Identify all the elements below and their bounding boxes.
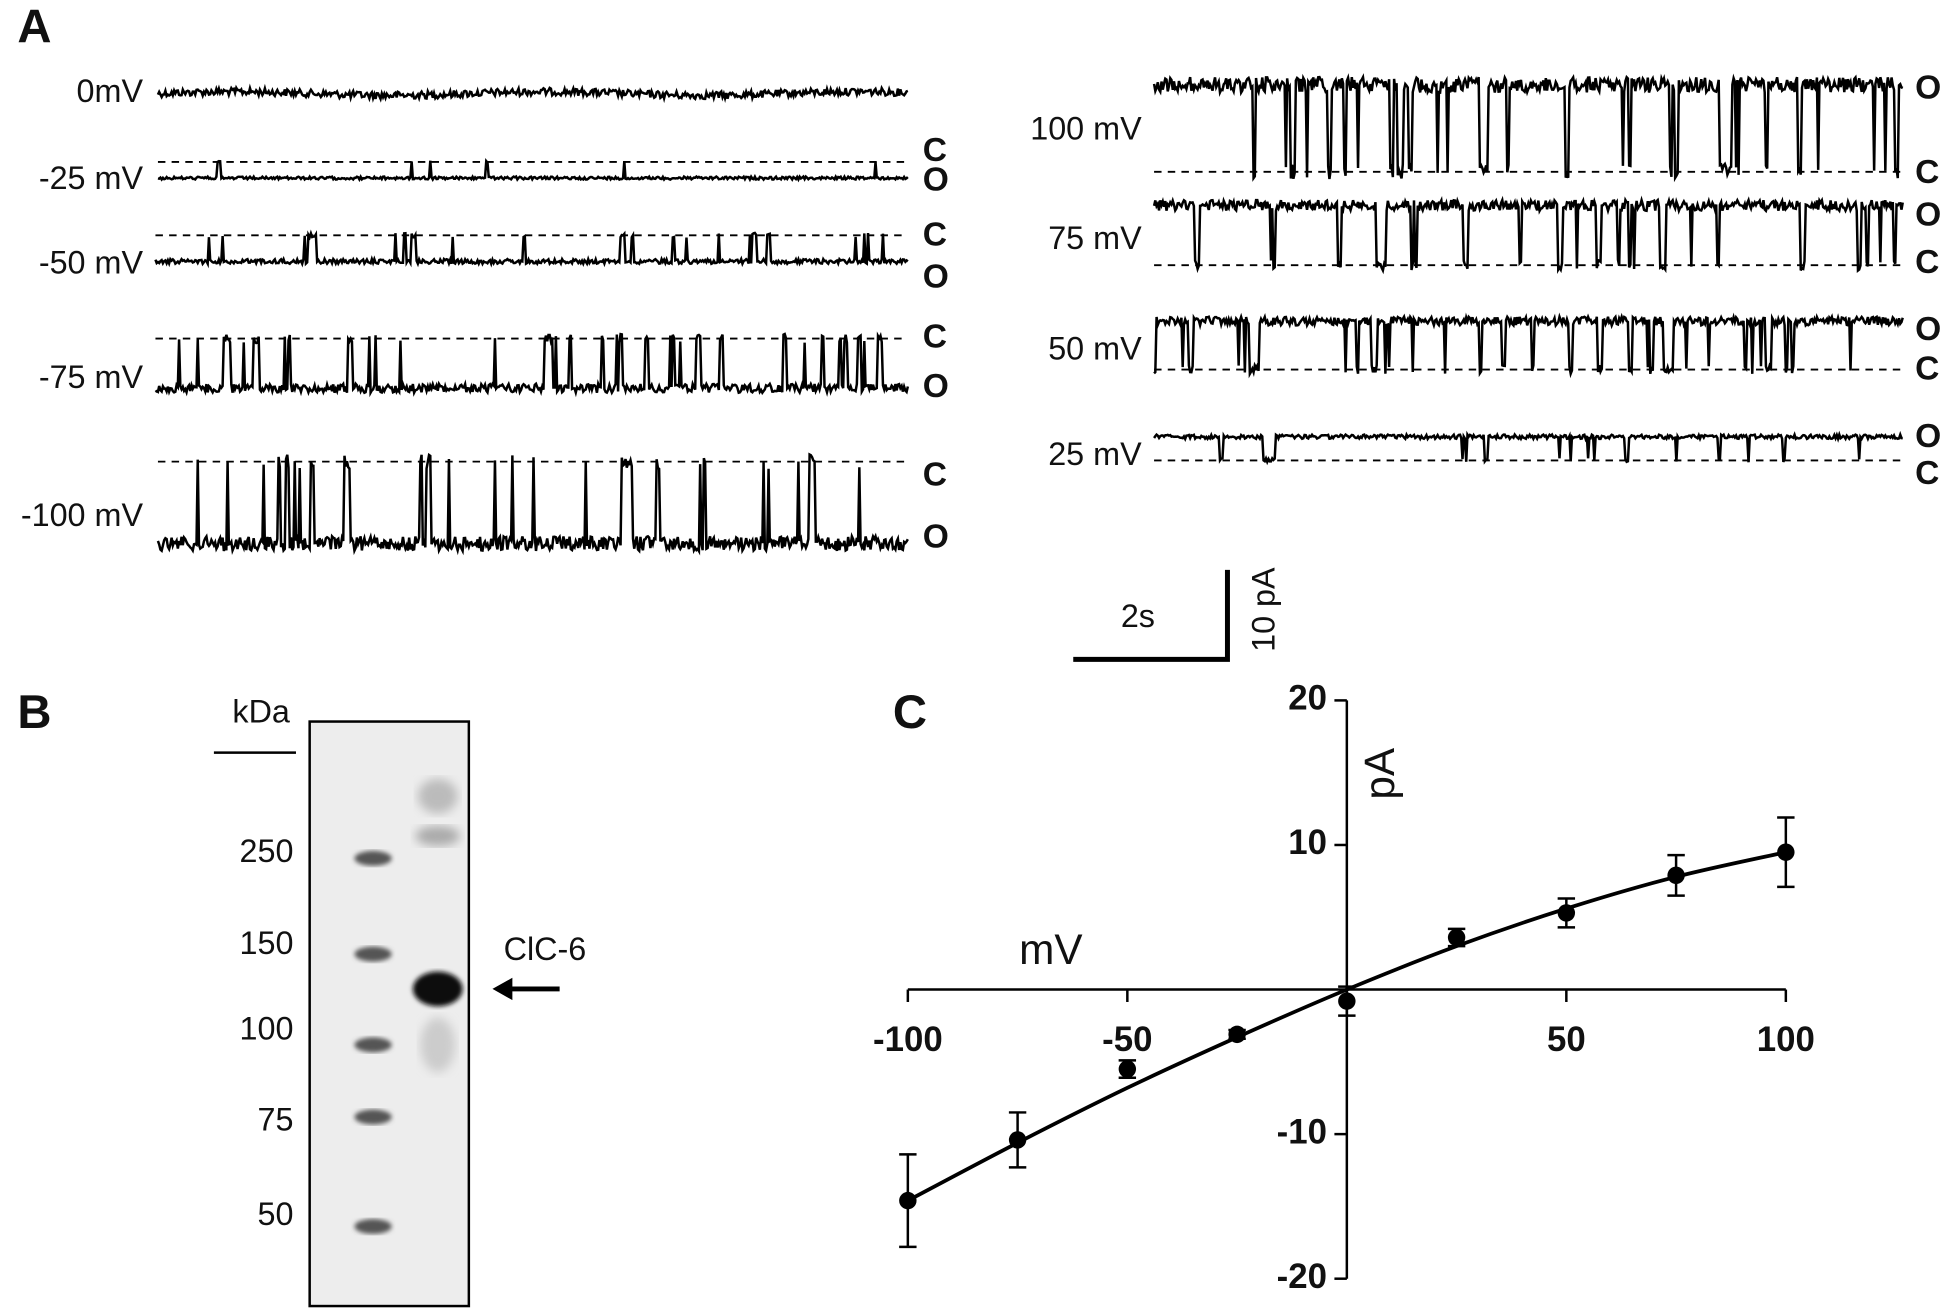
- voltage-label: -25 mV: [39, 160, 144, 196]
- state-label: C: [1915, 244, 1939, 281]
- current-trace: [1152, 195, 1904, 275]
- ladder-band: [354, 850, 392, 866]
- arrow-head: [492, 977, 513, 1001]
- blot-unit: kDa: [232, 694, 290, 730]
- state-label: O: [1915, 311, 1941, 348]
- y-tick-label: -10: [1277, 1112, 1327, 1151]
- voltage-label: 100 mV: [1030, 110, 1142, 146]
- x-axis-label: mV: [1019, 926, 1082, 973]
- scale-bar: 2s 10 pA: [1073, 567, 1282, 662]
- marker-label: 75: [258, 1102, 294, 1138]
- voltage-label: 0mV: [77, 73, 144, 109]
- smear: [417, 778, 458, 814]
- data-point: [1228, 1025, 1246, 1044]
- marker-label: 150: [240, 925, 294, 961]
- data-point: [1447, 928, 1466, 947]
- chart: -100 -50 50 100 -20 -10 10 20 mV pA: [873, 679, 1815, 1296]
- panel-letter: A: [17, 1, 51, 54]
- y-tick-label: 20: [1288, 679, 1327, 718]
- panel-letter: C: [893, 686, 927, 739]
- smear: [415, 826, 461, 846]
- state-label: C: [1915, 455, 1939, 492]
- panel-letter: B: [17, 686, 51, 739]
- x-tick-label: -50: [1102, 1020, 1152, 1059]
- data-point: [1667, 866, 1685, 885]
- marker-label: 250: [240, 833, 294, 869]
- blot: kDa ClC-6 250 150 100 75 50: [213, 694, 587, 1308]
- current-trace: [154, 229, 909, 269]
- voltage-label: 50 mV: [1048, 330, 1142, 366]
- state-label: C: [923, 132, 947, 169]
- scale-time: 2s: [1121, 598, 1155, 634]
- current-trace: [154, 331, 910, 398]
- state-label: C: [923, 456, 947, 493]
- current-trace: [156, 83, 909, 104]
- x-tick-label: 100: [1757, 1020, 1815, 1059]
- scale-current: 10 pA: [1246, 567, 1282, 652]
- ladder-band: [354, 1109, 392, 1125]
- state-label: O: [1915, 70, 1941, 107]
- current-trace: [1153, 430, 1903, 466]
- data-point: [1118, 1060, 1137, 1078]
- x-tick-label: -100: [873, 1020, 943, 1059]
- ladder-band: [354, 946, 392, 962]
- state-label: C: [923, 318, 947, 355]
- data-point: [1008, 1131, 1027, 1149]
- voltage-label: -100 mV: [21, 497, 144, 533]
- marker-label: 50: [258, 1196, 294, 1232]
- y-axis-label: pA: [1356, 747, 1403, 800]
- state-label: O: [1915, 197, 1941, 234]
- current-trace: [156, 452, 909, 556]
- voltage-label: 25 mV: [1048, 436, 1142, 472]
- state-label: O: [923, 519, 949, 556]
- y-tick-label: -20: [1277, 1257, 1327, 1296]
- state-label: O: [1915, 418, 1941, 455]
- y-tick-label: 10: [1288, 823, 1327, 862]
- data-point: [899, 1191, 917, 1210]
- ladder-band: [354, 1218, 392, 1234]
- state-label: C: [1915, 351, 1939, 388]
- state-label: O: [923, 368, 949, 405]
- band-label: ClC-6: [504, 931, 587, 967]
- x-tick-label: 50: [1547, 1020, 1586, 1059]
- smear: [420, 1017, 456, 1073]
- state-label: C: [923, 216, 947, 253]
- current-trace: [157, 158, 909, 183]
- state-label: C: [1915, 154, 1939, 191]
- data-point: [1557, 904, 1576, 922]
- scale-bar-line: [1073, 569, 1230, 662]
- state-label: O: [923, 259, 949, 296]
- current-trace: [1153, 312, 1904, 379]
- marker-label: 100: [240, 1011, 294, 1047]
- blot-membrane: [308, 720, 471, 1308]
- ladder-band: [354, 1037, 392, 1053]
- voltage-label: -75 mV: [39, 359, 144, 395]
- current-trace: [1152, 73, 1904, 183]
- voltage-label: 75 mV: [1048, 220, 1142, 256]
- data-point: [1777, 843, 1795, 861]
- band: [412, 971, 463, 1007]
- voltage-label: -50 mV: [39, 245, 144, 281]
- state-label: O: [923, 162, 949, 199]
- data-point: [1338, 992, 1356, 1010]
